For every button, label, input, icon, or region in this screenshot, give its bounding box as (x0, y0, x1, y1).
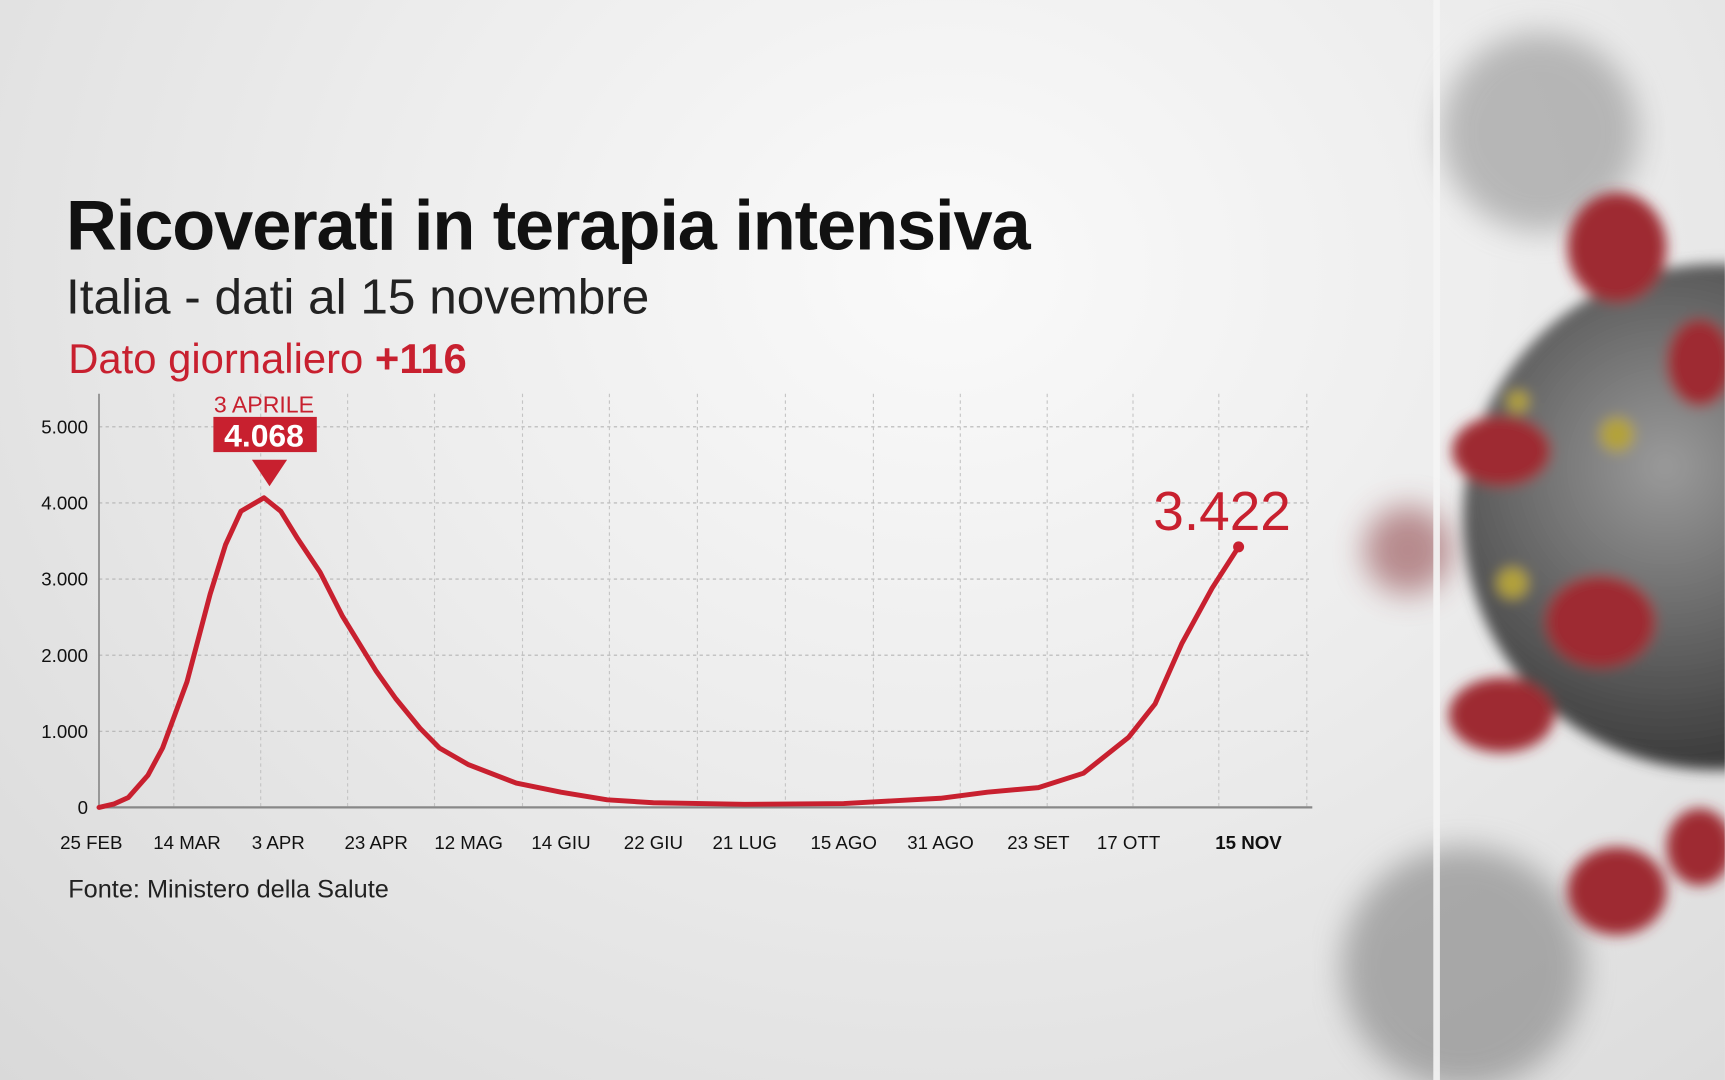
daily-label: Dato giornaliero (68, 336, 364, 383)
peak-value-label: 4.068 (224, 418, 304, 454)
divider (1433, 0, 1440, 1080)
page-title: Ricoverati in terapia intensiva (66, 185, 1031, 266)
y-tick-label: 1.000 (41, 721, 88, 742)
x-tick-label: 22 GIU (624, 832, 683, 853)
daily-change: Dato giornaliero +116 (68, 337, 467, 384)
x-tick-label: 15 NOV (1215, 832, 1282, 853)
x-tick-label: 12 MAG (434, 832, 503, 853)
y-tick-label: 0 (78, 797, 88, 818)
peak-annotation: 3 APRILE 4.068 (213, 392, 317, 487)
y-tick-label: 4.000 (41, 493, 88, 514)
x-tick-label: 3 APR (252, 832, 305, 853)
x-tick-label: 31 AGO (907, 832, 973, 853)
y-tick-label: 5.000 (41, 416, 88, 437)
peak-arrow-icon (251, 459, 288, 487)
end-point (1233, 541, 1245, 553)
peak-value-box (213, 416, 317, 453)
peak-date-label: 3 APRILE (214, 392, 314, 418)
subtitle: Italia - dati al 15 novembre (66, 268, 650, 325)
x-tick-label: 23 SET (1007, 832, 1069, 853)
x-tick-label: 14 GIU (531, 832, 590, 853)
last-value-label: 3.422 (1153, 480, 1291, 542)
x-tick-label: 17 OTT (1097, 832, 1160, 853)
y-tick-label: 2.000 (41, 645, 88, 666)
x-tick-label: 25 FEB (60, 832, 122, 853)
x-tick-label: 15 AGO (810, 832, 876, 853)
series-line (96, 495, 1242, 810)
x-tick-label: 14 MAR (153, 832, 221, 853)
daily-value: +116 (374, 336, 467, 383)
y-tick-label: 3.000 (41, 569, 88, 590)
x-tick-label: 21 LUG (712, 832, 776, 853)
source-note: Fonte: Ministero della Salute (68, 874, 389, 904)
x-tick-label: 23 APR (345, 832, 408, 853)
